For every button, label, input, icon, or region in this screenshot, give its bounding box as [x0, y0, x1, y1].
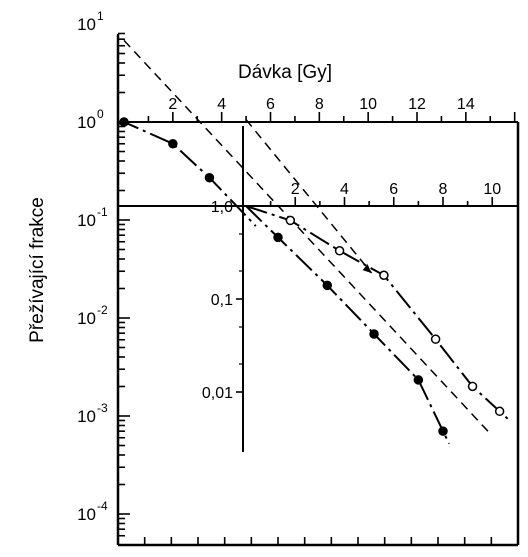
top-dose-axis: 2 4 6 8 10 12 14 [147, 96, 516, 122]
y-tick-label-exponent: 0 [97, 107, 104, 121]
top-axis-tick-label: 10 [359, 96, 377, 113]
inset-y-tick-label: 0,1 [211, 292, 233, 309]
open-data-point [285, 215, 296, 226]
inset-x-tick-label: 4 [340, 181, 349, 198]
inset-y-tick-label: 0,01 [202, 385, 233, 402]
dashed-reference-line [123, 39, 491, 435]
inset-y-tick-label: 1,0 [211, 199, 233, 216]
open-data-point [467, 381, 478, 392]
open-data-point [494, 406, 505, 417]
filled-data-point [322, 280, 333, 291]
reference-arrowhead [362, 264, 372, 274]
inset-x-tick-label: 10 [483, 181, 501, 198]
top-axis-tick-label: 2 [168, 96, 177, 113]
inset-x-tick-label: 8 [439, 181, 448, 198]
y-axis-title: Přežívající frakce [27, 197, 48, 343]
y-tick-label-exponent: -1 [97, 205, 108, 219]
open-data-point [379, 270, 389, 281]
y-tick-label-exponent: -3 [97, 401, 108, 415]
filled-data-point [438, 426, 448, 436]
y-tick-label-base: 10 [77, 15, 96, 34]
y-tick-label-base: 10 [77, 309, 96, 328]
dashed-reference-line [245, 119, 373, 274]
top-axis-tick-label: 8 [315, 96, 324, 113]
top-axis-tick-label: 4 [217, 96, 226, 113]
plot-frame [116, 34, 520, 547]
inset-x-tick-label: 2 [291, 181, 300, 198]
filled-data-point [119, 117, 129, 127]
survival-curve [245, 205, 511, 422]
y-tick-label-base: 10 [77, 505, 96, 524]
top-axis-title: Dávka [Gy] [238, 62, 332, 83]
filled-data-point [204, 172, 215, 183]
y-tick-label-exponent: 1 [97, 9, 104, 23]
filled-data-point [369, 329, 379, 339]
data-curves [117, 120, 511, 445]
inset-dose-axis: 2 4 6 8 10 [269, 181, 501, 206]
survival-curve [117, 120, 257, 227]
open-data-point [430, 334, 441, 344]
y-tick-label-exponent: -2 [97, 303, 108, 317]
y-tick-label-base: 10 [77, 211, 96, 230]
data-points [119, 117, 505, 436]
open-data-point [334, 246, 345, 256]
top-axis-tick-label: 12 [408, 96, 426, 113]
filled-data-point [273, 232, 283, 243]
inset-survival-axis: 1,0 0,1 0,01 [202, 199, 243, 402]
y-tick-label-base: 10 [77, 407, 96, 426]
y-tick-label-base: 10 [77, 113, 96, 132]
top-axis-tick-label: 6 [266, 96, 275, 113]
y-tick-label-exponent: -4 [97, 499, 108, 513]
filled-data-point [413, 375, 424, 385]
filled-data-point [168, 138, 178, 149]
top-axis-tick-label: 14 [457, 96, 475, 113]
dashed-reference-lines [123, 39, 491, 435]
inset-x-tick-label: 6 [389, 181, 398, 198]
